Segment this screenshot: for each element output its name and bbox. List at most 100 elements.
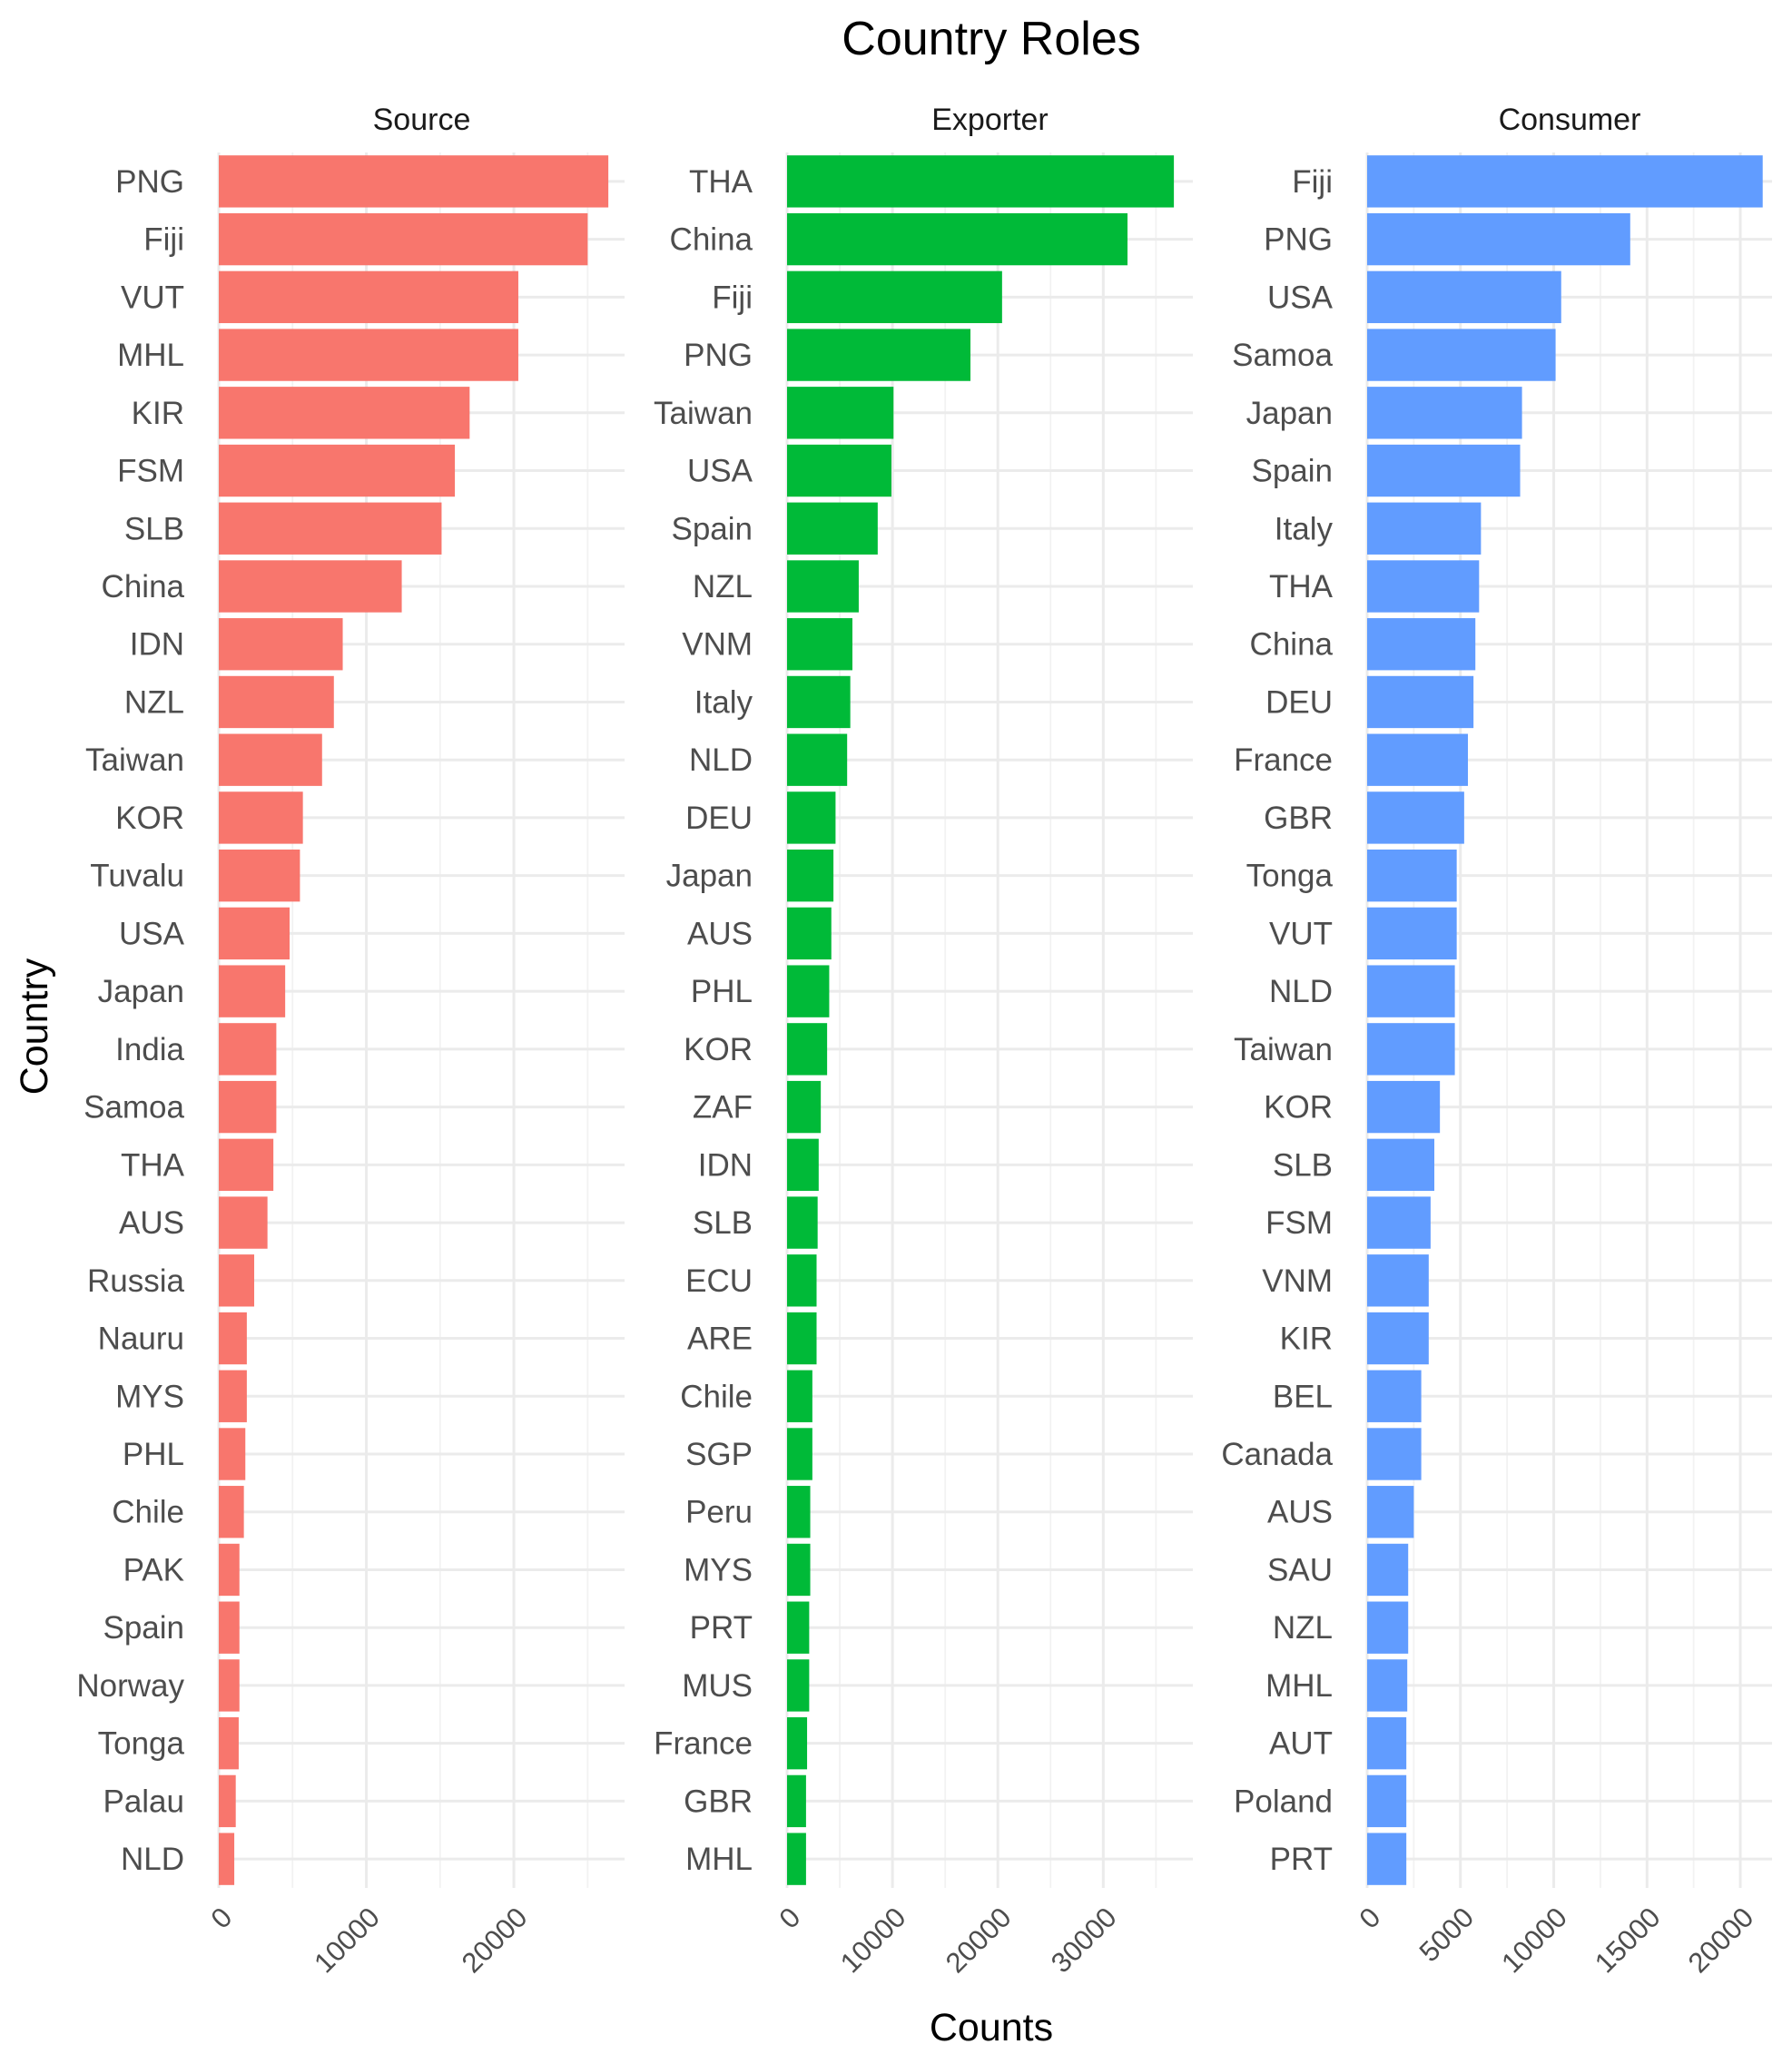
y-tick-label: PHL	[123, 1437, 184, 1472]
bar-tuvalu	[219, 849, 300, 902]
chart-panels: Source PNG Fiji VUT MHL KIR FSM SLB China IDN NZL T…	[76, 103, 1772, 1979]
bar-spain	[1367, 444, 1521, 497]
bar-fsm	[1367, 1196, 1431, 1249]
x-tick-label: 20000	[456, 1902, 534, 1980]
bar-chile	[219, 1486, 244, 1538]
y-tick-label: Taiwan	[1234, 1032, 1333, 1067]
x-tick-label: 0	[204, 1902, 238, 1935]
y-tick-label: PHL	[691, 974, 753, 1009]
y-tick-label: FSM	[1265, 1205, 1333, 1241]
y-tick-label: Fiji	[712, 280, 753, 315]
bar-tonga	[219, 1716, 239, 1770]
y-tick-label: USA	[1267, 280, 1334, 315]
bar-png	[1367, 212, 1630, 266]
bar-mys	[787, 1543, 811, 1597]
y-tick-label: GBR	[1264, 801, 1333, 836]
bar-fiji	[219, 212, 588, 266]
bar-china	[219, 560, 402, 613]
y-tick-label: Tonga	[98, 1726, 185, 1762]
bar-france	[787, 1716, 808, 1770]
x-tick-label: 20000	[940, 1902, 1018, 1980]
bar-slb	[787, 1196, 818, 1249]
bar-usa	[1367, 270, 1561, 324]
bar-russia	[219, 1254, 255, 1307]
bar-aut	[1367, 1716, 1407, 1770]
bar-nld	[219, 1833, 235, 1885]
bar-vut	[1367, 907, 1457, 960]
y-tick-label: DEU	[685, 801, 753, 836]
bar-fiji	[787, 270, 1002, 324]
panel-title: Consumer	[1499, 103, 1641, 137]
bar-slb	[219, 502, 442, 555]
y-tick-label: USA	[119, 916, 185, 951]
y-tick-label: NLD	[121, 1842, 184, 1877]
bar-deu	[1367, 675, 1474, 729]
y-tick-label: IDN	[698, 1147, 753, 1183]
y-tick-label: DEU	[1265, 684, 1333, 720]
x-tick-label: 0	[1353, 1902, 1386, 1935]
y-tick-label: BEL	[1273, 1379, 1333, 1414]
bar-idn	[787, 1138, 819, 1192]
bar-prt	[1367, 1833, 1407, 1885]
y-tick-label: Palau	[103, 1784, 184, 1819]
bar-kir	[219, 387, 470, 439]
bar-chile	[787, 1370, 812, 1422]
bar-india	[219, 1023, 277, 1076]
y-tick-label: Italy	[1275, 511, 1334, 546]
bar-kor	[787, 1023, 828, 1076]
y-tick-label: Tuvalu	[90, 859, 184, 894]
bar-france	[1367, 733, 1468, 786]
chart-title: Country Roles	[842, 13, 1140, 65]
y-tick-label: MYS	[115, 1379, 184, 1414]
y-tick-label: SLB	[1273, 1147, 1333, 1183]
y-tick-label: KIR	[1280, 1322, 1333, 1357]
bar-tonga	[1367, 849, 1457, 902]
y-tick-label: GBR	[684, 1784, 753, 1819]
bar-usa	[219, 907, 290, 960]
bar-phl	[787, 965, 830, 1017]
y-tick-label: SGP	[685, 1437, 753, 1472]
panel-title: Exporter	[931, 103, 1049, 137]
y-tick-label: Norway	[76, 1668, 184, 1704]
panel-exporter: Exporter THA China Fiji PNG Taiwan USA Spain NZL…	[654, 103, 1193, 1979]
y-tick-label: Peru	[685, 1495, 753, 1530]
bar-sgp	[787, 1428, 812, 1480]
bar-pak	[219, 1543, 240, 1597]
y-tick-label: KOR	[115, 801, 184, 836]
bar-nzl	[219, 675, 334, 729]
bar-nauru	[219, 1312, 247, 1365]
y-tick-label: FSM	[117, 454, 184, 489]
bar-spain	[219, 1601, 240, 1654]
y-tick-label: PRT	[690, 1610, 753, 1646]
y-tick-label: NLD	[1269, 974, 1333, 1009]
y-tick-label: MHL	[117, 338, 184, 373]
y-tick-label: MUS	[682, 1668, 753, 1704]
bar-taiwan	[219, 733, 322, 786]
bar-fiji	[1367, 155, 1763, 208]
bar-mhl	[1367, 1659, 1408, 1712]
bar-kor	[1367, 1080, 1441, 1134]
y-tick-label: SLB	[124, 511, 184, 546]
y-tick-label: AUS	[687, 916, 753, 951]
y-tick-label: Tonga	[1246, 859, 1334, 894]
y-tick-label: SLB	[693, 1205, 753, 1241]
bar-aus	[219, 1196, 268, 1249]
bar-kor	[219, 791, 303, 844]
x-tick-label: 10000	[308, 1902, 386, 1980]
bar-nld	[1367, 965, 1455, 1017]
bar-sau	[1367, 1543, 1409, 1597]
y-tick-label: THA	[1269, 569, 1334, 604]
x-tick-label: 20000	[1682, 1902, 1760, 1980]
bar-japan	[787, 849, 834, 902]
y-tick-label: NZL	[1273, 1610, 1333, 1646]
y-tick-label: KOR	[684, 1032, 753, 1067]
bar-nzl	[1367, 1601, 1409, 1654]
bar-taiwan	[787, 387, 894, 439]
bar-vnm	[787, 618, 852, 671]
y-tick-label: KIR	[132, 396, 184, 431]
bar-china	[787, 212, 1128, 266]
bar-samoa	[1367, 329, 1556, 381]
x-tick-label: 10000	[1495, 1902, 1573, 1980]
bar-samoa	[219, 1080, 277, 1134]
